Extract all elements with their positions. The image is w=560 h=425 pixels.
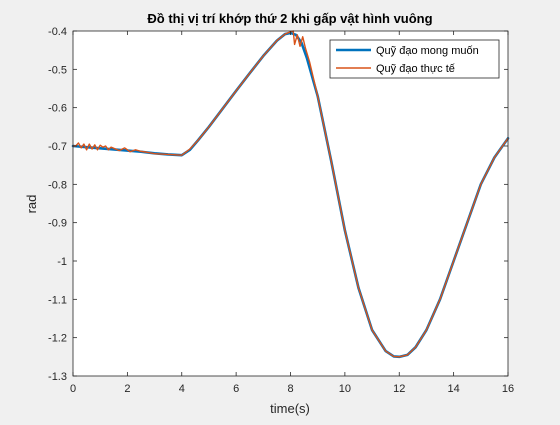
y-tick-label: -1 (57, 256, 67, 268)
y-tick-label: -1.3 (48, 371, 67, 383)
y-tick-label: -0.4 (48, 26, 67, 38)
x-tick-label: 2 (124, 383, 130, 395)
plot-area (73, 31, 508, 376)
x-tick-label: 8 (287, 383, 293, 395)
series-line-1 (72, 30, 509, 358)
x-tick-label: 10 (339, 383, 351, 395)
y-axis-label: rad (24, 195, 39, 214)
y-tick-label: -0.9 (48, 218, 67, 230)
x-tick-label: 0 (70, 383, 76, 395)
x-tick-label: 12 (393, 383, 405, 395)
y-tick-label: -0.6 (48, 103, 67, 115)
legend-label-desired: Quỹ đạo mong muốn (376, 45, 479, 57)
series-layer (71, 30, 510, 359)
x-tick-label: 16 (502, 383, 514, 395)
y-axis: -1.3 -1.2 -1.1 -1 -0.9 -0.8 -0.7 -0.6 -0.5 -0.4 (48, 26, 508, 383)
x-axis: 0 2 4 6 8 10 12 14 16 (70, 31, 514, 395)
legend-label-actual: Quỹ đạo thực tế (376, 63, 455, 75)
x-axis-label: time(s) (270, 401, 310, 416)
y-tick-label: -1.2 (48, 333, 67, 345)
legend: Quỹ đạo mong muốn Quỹ đạo thực tế (329, 39, 500, 79)
y-tick-label: -0.7 (48, 141, 67, 153)
x-tick-label: 4 (179, 383, 185, 395)
y-tick-label: -0.5 (48, 64, 67, 76)
legend-box (329, 39, 500, 79)
y-tick-label: -1.1 (48, 294, 67, 306)
y-tick-label: -0.8 (48, 179, 67, 191)
x-tick-label: 6 (233, 383, 239, 395)
x-tick-label: 14 (448, 383, 460, 395)
chart-title: Đồ thị vị trí khớp thứ 2 khi gấp vật hìn… (147, 11, 432, 26)
